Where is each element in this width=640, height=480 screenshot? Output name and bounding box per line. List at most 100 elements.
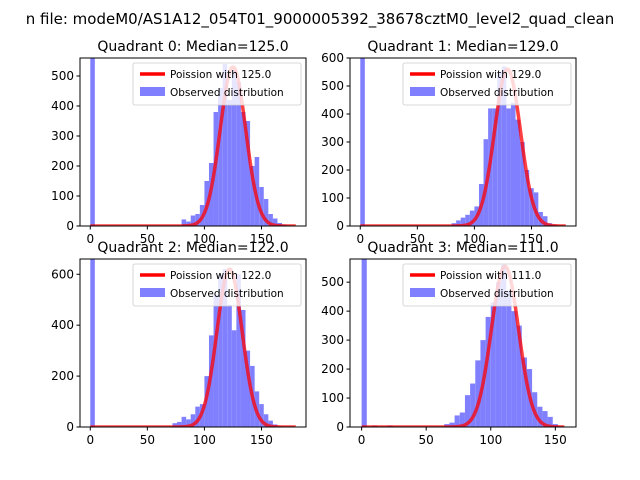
histogram-bar bbox=[172, 423, 178, 427]
legend-label-observed: Observed distribution bbox=[170, 288, 284, 300]
histogram-bar bbox=[227, 304, 232, 427]
axes-frame bbox=[79, 258, 307, 428]
histogram-bar bbox=[515, 119, 521, 226]
histogram-bar bbox=[547, 416, 553, 427]
histogram-bar bbox=[259, 187, 264, 226]
histogram-bar bbox=[537, 406, 543, 427]
subplot-2: 0 50 100 150 0 200 400 600 Quadrant 2: Median=12… bbox=[51, 240, 307, 447]
legend-box bbox=[132, 263, 302, 307]
histogram-bar bbox=[245, 350, 251, 427]
histogram-bar bbox=[501, 264, 507, 427]
histogram-bar bbox=[464, 395, 471, 427]
histogram-bar bbox=[236, 274, 241, 427]
poisson-curve bbox=[89, 65, 297, 226]
histogram-bar bbox=[492, 108, 498, 226]
legend: Poission with 111.0 Observed distribution bbox=[402, 263, 572, 307]
legend-label-poisson: Poission with 125.0 bbox=[170, 69, 271, 81]
histogram-bar bbox=[475, 360, 481, 427]
x-tick-label: 50 bbox=[419, 433, 434, 447]
x-tick-label: 100 bbox=[479, 433, 502, 447]
subplot-1: 0 50 100 150 0 100 200 300 400 500 600 Quadrant 1: … bbox=[321, 39, 577, 246]
y-tick-label: 400 bbox=[321, 304, 344, 318]
axes-frame bbox=[349, 258, 577, 428]
histogram-bar bbox=[181, 416, 187, 427]
histogram-bar bbox=[259, 404, 264, 427]
histogram-bar bbox=[485, 316, 491, 427]
histogram-bar bbox=[231, 70, 237, 226]
legend-box bbox=[402, 263, 572, 307]
histogram-bar bbox=[506, 108, 511, 226]
y-tick-label: 200 bbox=[321, 362, 344, 376]
subplot-title: Quadrant 1: Median=129.0 bbox=[367, 39, 558, 55]
histogram-bar bbox=[449, 422, 455, 427]
histogram-bar bbox=[263, 199, 269, 226]
x-tick-label: 150 bbox=[250, 232, 273, 246]
legend-bar-swatch bbox=[410, 288, 435, 297]
plot-area bbox=[359, 58, 567, 226]
histogram-bar bbox=[231, 330, 237, 427]
x-tick-label: 150 bbox=[250, 433, 273, 447]
legend-label-observed: Observed distribution bbox=[440, 288, 554, 300]
x-tick-label: 50 bbox=[140, 232, 155, 246]
histogram-bar bbox=[506, 290, 512, 427]
legend-box bbox=[402, 62, 572, 106]
y-tick-label: 0 bbox=[336, 219, 344, 233]
y-tick-label: 300 bbox=[321, 135, 344, 149]
histogram-bar bbox=[465, 214, 470, 226]
subplot-0: 0 50 100 150 0 100 200 300 400 500 Quadrant 0: Med… bbox=[51, 39, 307, 246]
y-tick-label: 400 bbox=[321, 107, 344, 121]
legend-box bbox=[132, 62, 302, 106]
legend-label-observed: Observed distribution bbox=[170, 87, 284, 99]
histogram-bar bbox=[529, 188, 534, 226]
legend-label-poisson: Poission with 111.0 bbox=[440, 270, 541, 282]
histogram-bar bbox=[460, 217, 466, 226]
subplot-title: Quadrant 3: Median=111.0 bbox=[367, 240, 558, 256]
histogram-bar bbox=[90, 58, 95, 226]
legend-bar-swatch bbox=[140, 87, 165, 96]
poisson-curve bbox=[360, 264, 566, 427]
histogram-bar bbox=[222, 64, 228, 226]
y-tick-label: 100 bbox=[321, 191, 344, 205]
histogram-bar bbox=[222, 269, 228, 427]
legend-label-observed: Observed distribution bbox=[440, 87, 554, 99]
histogram-bar bbox=[245, 121, 251, 226]
y-tick-label: 600 bbox=[51, 267, 74, 281]
y-tick-label: 0 bbox=[66, 420, 74, 434]
plot-area bbox=[89, 58, 297, 226]
plot-area bbox=[89, 259, 297, 427]
histogram-bar bbox=[195, 214, 200, 226]
histogram-bar bbox=[218, 274, 223, 427]
histogram-bar bbox=[520, 142, 525, 226]
x-tick-label: 100 bbox=[193, 232, 216, 246]
x-tick-label: 50 bbox=[410, 232, 425, 246]
legend-label-poisson: Poission with 122.0 bbox=[170, 270, 271, 282]
histogram-bar bbox=[272, 218, 278, 226]
histogram-bar bbox=[236, 82, 241, 226]
legend: Poission with 129.0 Observed distribution bbox=[402, 62, 572, 106]
histogram-bar bbox=[360, 58, 365, 226]
histogram-bar bbox=[497, 72, 502, 226]
histogram-bar bbox=[524, 170, 530, 226]
legend: Poission with 125.0 Observed distribution bbox=[132, 62, 302, 106]
x-tick-label: 0 bbox=[86, 232, 94, 246]
histogram-bar bbox=[470, 383, 476, 427]
histogram-bar bbox=[454, 415, 460, 427]
histogram-bar bbox=[495, 282, 502, 427]
y-tick-label: 200 bbox=[51, 159, 74, 173]
y-tick-label: 400 bbox=[51, 318, 74, 332]
x-tick-label: 100 bbox=[463, 232, 486, 246]
subplot-title: Quadrant 2: Median=122.0 bbox=[97, 240, 288, 256]
histogram-bar bbox=[521, 357, 527, 427]
y-tick-label: 200 bbox=[321, 163, 344, 177]
histogram-bar bbox=[361, 259, 367, 427]
histogram-bar bbox=[469, 210, 475, 226]
x-tick-label: 150 bbox=[544, 433, 567, 447]
x-tick-label: 0 bbox=[358, 433, 366, 447]
plot-area bbox=[360, 259, 566, 427]
histogram-bar bbox=[240, 112, 246, 226]
histogram-bar bbox=[213, 294, 219, 427]
histogram-bar bbox=[181, 219, 187, 226]
x-tick-label: 0 bbox=[86, 433, 94, 447]
subplot-3: 0 50 100 150 0 100 200 300 400 500 Quadrant 3: Med… bbox=[321, 240, 577, 447]
